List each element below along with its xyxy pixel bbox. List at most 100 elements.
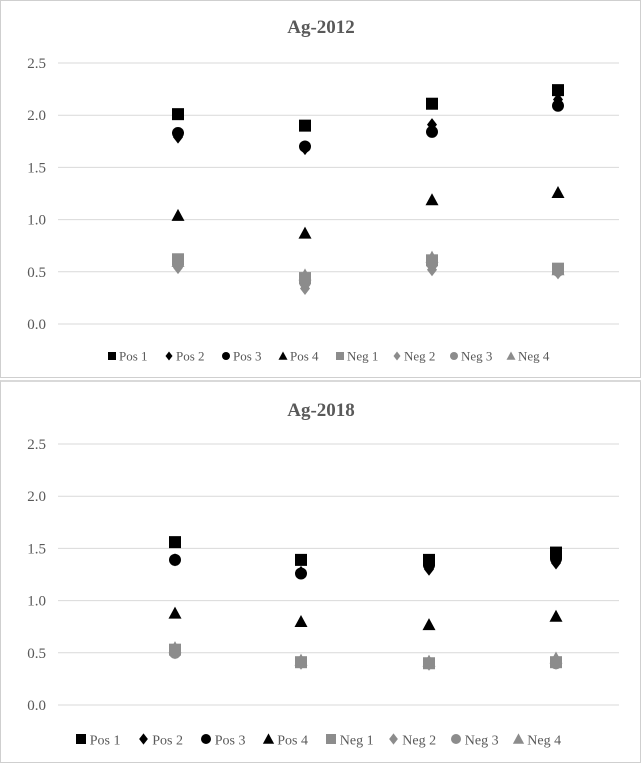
legend-item-pos-3: Pos 3 (222, 349, 262, 364)
legend-marker-pos-3 (201, 734, 211, 744)
legend-marker-pos-2 (165, 351, 173, 361)
legend-label: Neg 2 (402, 734, 436, 749)
y-tick-label: 1.0 (27, 594, 46, 610)
series-neg-3 (169, 646, 562, 670)
legend-item-pos-4: Pos 4 (262, 733, 308, 749)
chart-ag-2012: Ag-2012 0.0 0.5 1.0 1.5 2.0 2.5 Pos 1 Pos 2 Pos 3… (27, 17, 619, 364)
point-pos-1-4 (552, 84, 564, 97)
legend-marker-neg-4 (512, 733, 525, 744)
chart-ag-2018: Ag-2018 0.0 0.5 1.0 1.5 2.0 2.5 Pos 1 Pos 2 Pos 3… (27, 400, 619, 749)
legend-marker-pos-4 (262, 733, 275, 744)
point-neg-4-4 (551, 263, 565, 276)
legend-item-neg-2: Neg 2 (393, 349, 435, 364)
legend-item-neg-3: Neg 3 (451, 734, 499, 749)
legend-label: Neg 4 (527, 734, 561, 749)
legend-label: Neg 3 (465, 734, 499, 749)
point-pos-4-2 (294, 614, 308, 627)
y-tick-label: 1.5 (27, 160, 46, 176)
y-tick-label: 2.0 (27, 108, 46, 124)
series-pos-2 (170, 553, 561, 579)
y-tick-label: 2.0 (27, 489, 46, 505)
legend-label: Pos 4 (290, 349, 319, 364)
legend-item-pos-3: Pos 3 (201, 734, 245, 749)
point-pos-4-1 (168, 606, 182, 619)
point-neg-4-2 (294, 653, 308, 666)
legend-marker-neg-4 (506, 351, 516, 360)
y-tick-label: 0.0 (27, 698, 46, 714)
series-neg-1 (172, 253, 564, 285)
legend-item-pos-1: Pos 1 (76, 734, 120, 749)
point-pos-1-1 (169, 536, 181, 549)
legend-item-pos-1: Pos 1 (108, 349, 148, 364)
point-pos-3-2 (295, 567, 307, 580)
point-pos-4-3 (425, 193, 439, 206)
point-pos-4-3 (422, 618, 436, 631)
y-tick-label: 1.0 (27, 213, 46, 229)
legend-item-neg-1: Neg 1 (336, 349, 378, 364)
chart-panel-ag-2018: Ag-2018 0.0 0.5 1.0 1.5 2.0 2.5 Pos 1 Pos 2 Pos 3… (0, 380, 641, 763)
legend-marker-pos-1 (108, 352, 116, 360)
legend-label: Neg 2 (404, 349, 435, 364)
legend-item-neg-1: Neg 1 (326, 734, 374, 749)
series-neg-4 (168, 641, 563, 667)
y-tick-label: 1.5 (27, 541, 46, 557)
legend-item-pos-2: Pos 2 (165, 349, 205, 364)
point-neg-4-1 (171, 254, 185, 267)
series-pos-3 (169, 552, 562, 580)
legend-marker-pos-2 (139, 733, 148, 745)
point-neg-4-4 (549, 651, 563, 664)
legend-marker-neg-3 (451, 734, 461, 744)
point-pos-3-1 (169, 553, 181, 566)
legend-marker-pos-3 (222, 352, 230, 360)
legend-item-neg-3: Neg 3 (450, 349, 492, 364)
series-pos-1 (169, 536, 562, 566)
legend: Pos 1 Pos 2 Pos 3 Pos 4 Neg 1 Neg 2 Neg 3 Neg 4 (108, 349, 550, 364)
legend-marker-neg-2 (393, 351, 401, 361)
point-pos-1-2 (299, 119, 311, 132)
legend-marker-neg-3 (450, 352, 458, 360)
point-pos-1-3 (426, 97, 438, 110)
point-pos-4-1 (171, 208, 185, 221)
series-pos-4 (171, 185, 565, 239)
legend-label: Neg 4 (518, 349, 550, 364)
legend-marker-neg-2 (389, 733, 398, 745)
point-pos-3-4 (552, 99, 564, 112)
legend-item-pos-2: Pos 2 (139, 733, 183, 749)
point-neg-4-3 (425, 250, 439, 263)
legend-label: Pos 1 (90, 734, 121, 749)
point-pos-3-2 (299, 140, 311, 153)
series-pos-1 (172, 84, 564, 132)
series-neg-4 (171, 250, 565, 281)
point-pos-4-4 (549, 609, 563, 622)
legend-label: Pos 3 (233, 349, 262, 364)
point-neg-4-2 (298, 268, 312, 281)
legend-label: Neg 3 (461, 349, 492, 364)
legend-item-neg-2: Neg 2 (389, 733, 436, 749)
legend-label: Neg 1 (347, 349, 378, 364)
legend-label: Pos 3 (215, 734, 246, 749)
series-neg-2 (170, 646, 561, 671)
y-tick-label: 0.5 (27, 646, 46, 662)
legend-marker-pos-1 (76, 734, 86, 744)
point-pos-1-1 (172, 108, 184, 121)
legend-label: Pos 2 (176, 349, 205, 364)
chart-panel-ag-2012: Ag-2012 0.0 0.5 1.0 1.5 2.0 2.5 Pos 1 Pos 2 Pos 3… (0, 0, 641, 378)
point-pos-3-3 (426, 125, 438, 138)
series-pos-4 (168, 606, 563, 631)
point-pos-3-1 (172, 126, 184, 139)
y-tick-label: 0.5 (27, 265, 46, 281)
legend-label: Pos 2 (152, 734, 183, 749)
chart-title: Ag-2018 (287, 400, 355, 421)
legend: Pos 1 Pos 2 Pos 3 Pos 4 Neg 1 Neg 2 Neg 3 Neg 4 (76, 733, 561, 749)
legend-item-neg-4: Neg 4 (506, 349, 550, 364)
series-neg-1 (169, 643, 562, 670)
legend-label: Pos 1 (119, 349, 148, 364)
point-neg-4-1 (168, 641, 182, 654)
legend-label: Pos 4 (277, 734, 308, 749)
point-pos-3-3 (423, 559, 435, 572)
legend-marker-neg-1 (326, 734, 336, 744)
y-tick-label: 0.0 (27, 317, 46, 333)
legend-marker-pos-4 (278, 351, 288, 360)
point-pos-4-4 (551, 185, 565, 198)
